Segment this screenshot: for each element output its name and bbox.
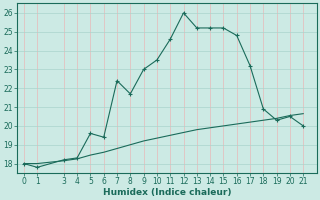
X-axis label: Humidex (Indice chaleur): Humidex (Indice chaleur): [103, 188, 231, 197]
